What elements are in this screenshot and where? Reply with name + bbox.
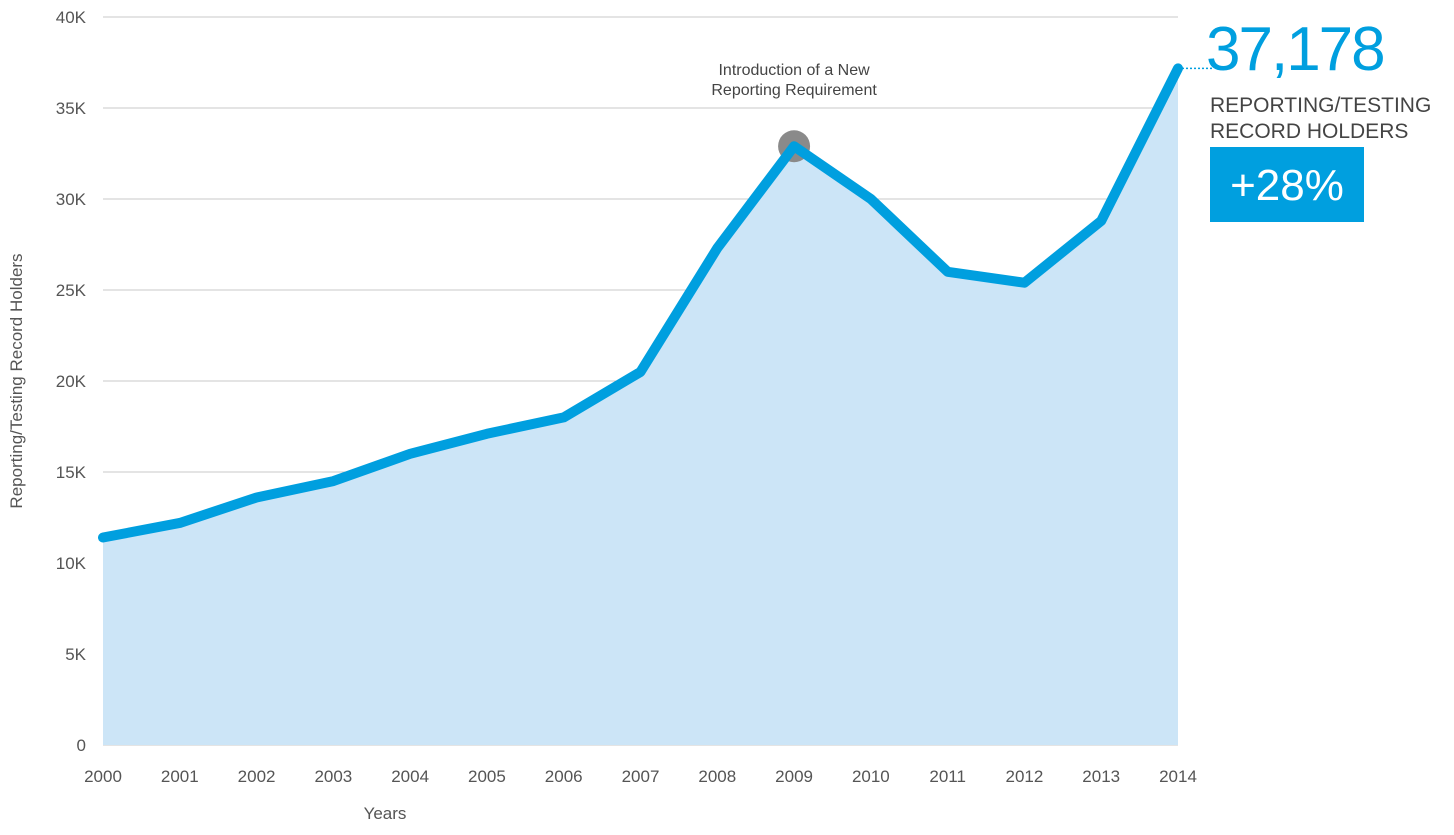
x-tick-label: 2014 — [1159, 767, 1197, 786]
annotation-text: Reporting Requirement — [711, 82, 877, 99]
x-tick-label: 2001 — [161, 767, 199, 786]
x-tick-label: 2006 — [545, 767, 583, 786]
x-tick-label: 2003 — [314, 767, 352, 786]
x-tick-label: 2012 — [1006, 767, 1044, 786]
y-tick-label: 20K — [56, 372, 87, 391]
annotation-text: Introduction of a New — [718, 62, 870, 79]
value-label: 37,178 — [1206, 15, 1384, 84]
y-tick-label: 0 — [77, 736, 86, 755]
x-tick-label: 2011 — [929, 767, 966, 786]
x-tick-label: 2005 — [468, 767, 506, 786]
x-tick-label: 2000 — [84, 767, 122, 786]
y-tick-label: 30K — [56, 190, 87, 209]
x-tick-label: 2009 — [775, 767, 813, 786]
x-tick-label: 2013 — [1082, 767, 1120, 786]
x-tick-label: 2008 — [698, 767, 736, 786]
x-tick-label: 2010 — [852, 767, 890, 786]
change-box — [1210, 147, 1364, 222]
y-tick-label: 25K — [56, 281, 87, 300]
y-tick-label: 10K — [56, 554, 87, 573]
callout-text: REPORTING/TESTING — [1210, 94, 1431, 117]
x-tick-label: 2004 — [391, 767, 429, 786]
x-axis-label: Years — [364, 804, 407, 823]
callout-text: RECORD HOLDERS — [1210, 120, 1408, 143]
y-tick-label: 40K — [56, 8, 87, 27]
x-tick-label: 2007 — [622, 767, 660, 786]
x-tick-label: 2002 — [238, 767, 276, 786]
change-text: +28% — [1230, 161, 1344, 210]
y-axis-label: Reporting/Testing Record Holders — [7, 253, 26, 508]
line — [98, 63, 1183, 543]
area-fill — [103, 68, 1178, 745]
y-tick-label: 35K — [56, 99, 87, 118]
y-tick-label: 5K — [65, 645, 86, 664]
y-tick-label: 15K — [56, 463, 87, 482]
